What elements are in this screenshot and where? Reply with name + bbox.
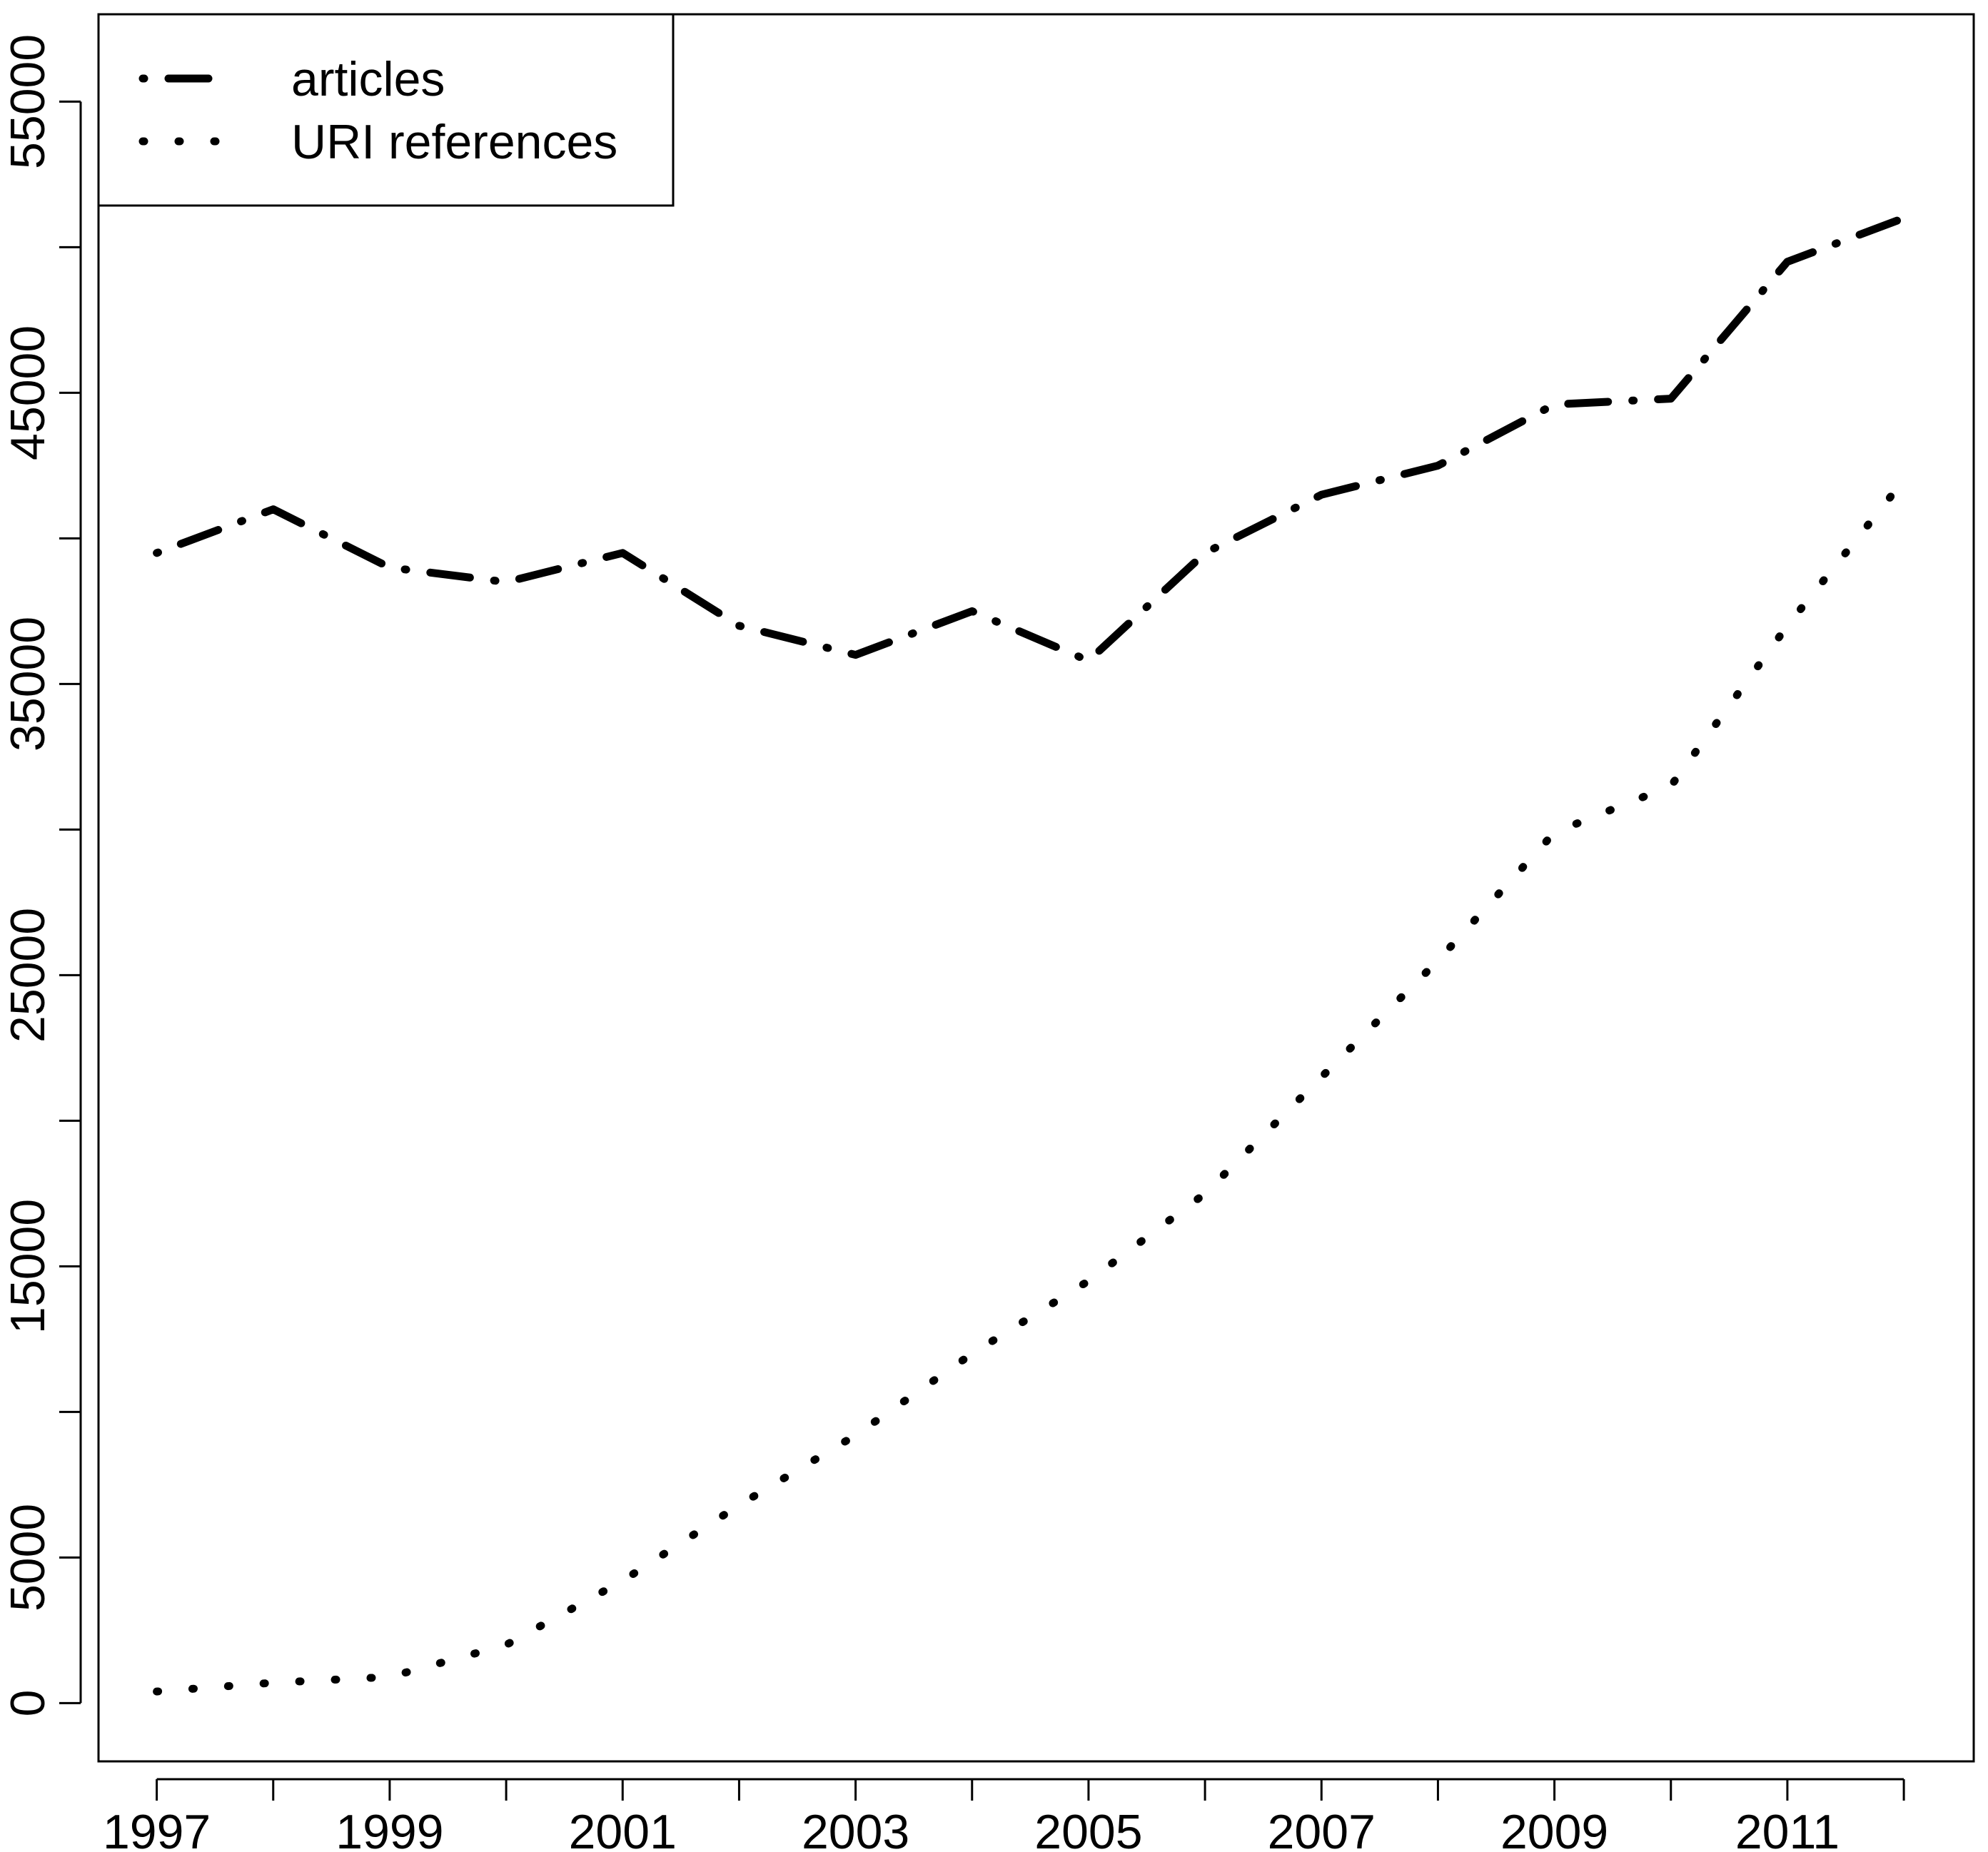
x-tick-label-1999: 1999 bbox=[335, 1805, 443, 1852]
series-line-uri-references bbox=[153, 476, 1908, 1696]
y-tick-label-25000: 25000 bbox=[1, 908, 55, 1043]
x-tick-label-2005: 2005 bbox=[1034, 1805, 1142, 1852]
x-tick-label-2007: 2007 bbox=[1268, 1805, 1376, 1852]
y-tick-label-35000: 35000 bbox=[1, 617, 55, 752]
legend: articles URI references bbox=[97, 13, 675, 207]
x-tick-label-2001: 2001 bbox=[569, 1805, 677, 1852]
legend-label-uri-references: URI references bbox=[291, 115, 617, 169]
plot-frame bbox=[97, 13, 1975, 1763]
series-layer bbox=[153, 214, 1908, 1696]
x-tick-label-1997: 1997 bbox=[103, 1805, 211, 1852]
y-tick-label-0: 0 bbox=[1, 1689, 55, 1716]
y-tick-label-5000: 5000 bbox=[1, 1504, 55, 1611]
series-line-articles bbox=[153, 214, 1908, 665]
x-tick-label-2003: 2003 bbox=[802, 1805, 909, 1852]
x-tick-label-2009: 2009 bbox=[1500, 1805, 1608, 1852]
y-tick-label-55000: 55000 bbox=[1, 34, 55, 169]
legend-box bbox=[97, 13, 675, 207]
x-tick-label-2011: 2011 bbox=[1735, 1805, 1840, 1852]
y-tick-label-45000: 45000 bbox=[1, 325, 55, 460]
legend-label-articles: articles bbox=[291, 52, 445, 106]
y-axis: 0 5000 15000 25000 35000 45000 55000 bbox=[1, 34, 82, 1716]
x-axis: 1997 1999 2001 2003 2005 2007 2009 2011 bbox=[103, 1778, 1905, 1852]
y-tick-label-15000: 15000 bbox=[1, 1199, 55, 1334]
